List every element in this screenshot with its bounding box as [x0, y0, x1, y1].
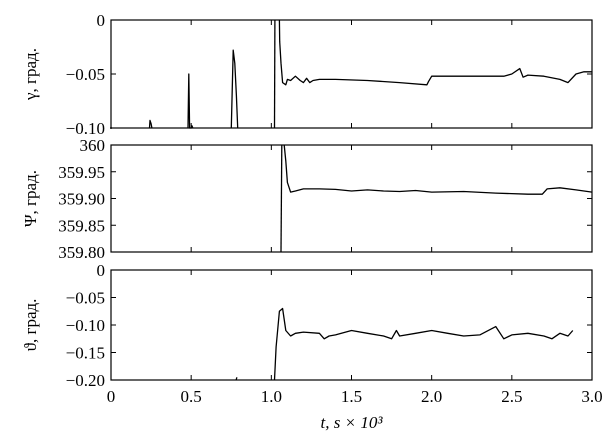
panel-3-ytick-label: −0.15 [66, 344, 105, 363]
xlabel: t, s × 10³ [321, 413, 384, 432]
panel-1-ylabel: γ, град. [21, 48, 40, 101]
panel-3-series-line [236, 377, 237, 380]
panel-2-frame [111, 145, 592, 252]
panel-3-frame [111, 270, 592, 380]
xtick-label: 3.0 [581, 387, 602, 406]
panel-2-ylabel: Ψ, град. [21, 170, 40, 227]
panel-2-ytick-label: 359.80 [58, 243, 105, 262]
panel-2-series-line [284, 145, 592, 194]
panel-2-ytick-label: 359.95 [58, 163, 105, 182]
panel-2-ytick-label: 359.90 [58, 190, 105, 209]
panel-1-series-line [279, 20, 592, 85]
panel-3-series-line [275, 309, 573, 381]
panel-1-series-point [110, 127, 112, 129]
panel-1-series-line [150, 120, 152, 128]
panel-3-ytick-label: −0.20 [66, 371, 105, 390]
panel-1-ytick-label: −0.05 [66, 65, 105, 84]
panel-1-ytick-label: 0 [97, 11, 106, 30]
xtick-label: 0.5 [181, 387, 202, 406]
panel-1-series-line [231, 50, 237, 128]
panel-2-ytick-label: 360 [80, 136, 106, 155]
panel-2-ytick-label: 359.85 [58, 216, 105, 235]
panel-3-ytick-label: −0.10 [66, 316, 105, 335]
xtick-label: 1.0 [261, 387, 282, 406]
xtick-label: 1.5 [341, 387, 362, 406]
xtick-label: 2.0 [421, 387, 442, 406]
xtick-label: 2.5 [501, 387, 522, 406]
xtick-label: 0 [107, 387, 116, 406]
panel-3-ytick-label: −0.05 [66, 289, 105, 308]
panel-3-ytick-label: 0 [97, 261, 106, 280]
panel-1-frame [111, 20, 592, 128]
panel-1-series-line [188, 74, 193, 128]
panel-2-series-line [281, 145, 282, 252]
panel-3-ylabel: ϑ, град. [21, 299, 40, 352]
